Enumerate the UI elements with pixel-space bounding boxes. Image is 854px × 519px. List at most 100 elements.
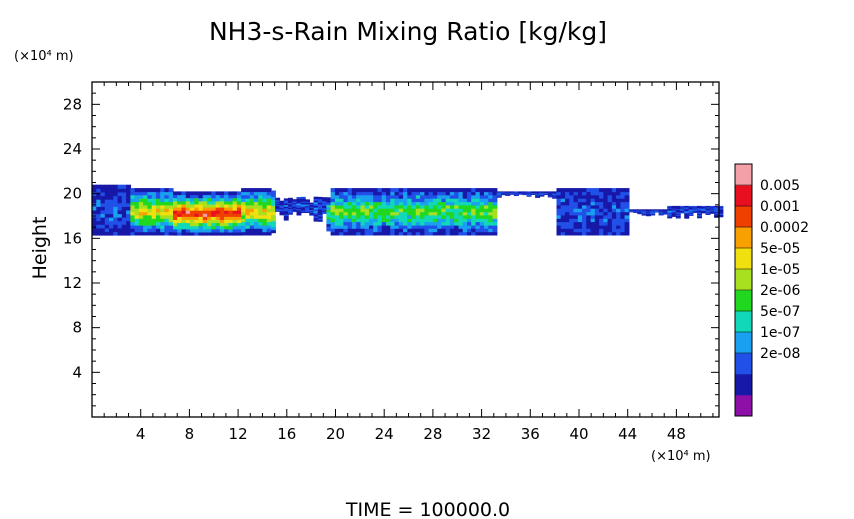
field-cell bbox=[288, 207, 293, 209]
field-cell bbox=[228, 222, 234, 227]
field-cell bbox=[258, 228, 264, 233]
field-cell bbox=[432, 201, 438, 206]
field-cell bbox=[356, 231, 362, 236]
field-cell bbox=[96, 206, 102, 211]
field-cell bbox=[671, 210, 677, 212]
field-cell bbox=[671, 208, 677, 211]
colorbar-swatch bbox=[735, 290, 752, 312]
field-cell bbox=[258, 231, 264, 236]
field-cell bbox=[582, 221, 587, 226]
field-cell bbox=[258, 201, 264, 206]
field-cell bbox=[424, 231, 430, 236]
field-cell bbox=[279, 202, 285, 205]
field-cell bbox=[403, 208, 408, 213]
field-cell bbox=[232, 216, 238, 220]
field-cell bbox=[432, 198, 438, 203]
field-cell bbox=[573, 224, 579, 229]
field-cell bbox=[437, 188, 443, 193]
field-cell bbox=[236, 216, 242, 220]
field-cell bbox=[449, 208, 455, 213]
field-cell bbox=[428, 198, 434, 203]
field-cell bbox=[590, 191, 596, 196]
field-cell bbox=[449, 221, 455, 226]
field-cell bbox=[560, 194, 566, 199]
field-cell bbox=[245, 214, 251, 219]
field-cell bbox=[143, 208, 148, 213]
field-cell bbox=[96, 209, 102, 215]
field-cell bbox=[479, 201, 485, 206]
field-cell bbox=[432, 194, 438, 199]
field-cell bbox=[467, 188, 472, 193]
field-cell bbox=[467, 201, 472, 206]
field-cell bbox=[462, 198, 468, 203]
field-cell bbox=[697, 211, 702, 214]
field-cell bbox=[262, 224, 268, 229]
field-cell bbox=[594, 231, 600, 236]
field-cell bbox=[249, 214, 255, 219]
field-cell bbox=[343, 208, 349, 213]
field-cell bbox=[143, 198, 148, 203]
field-cell bbox=[445, 228, 451, 233]
field-cell bbox=[556, 228, 562, 233]
field-cell bbox=[92, 206, 97, 211]
field-cell bbox=[582, 211, 587, 216]
field-cell bbox=[253, 218, 259, 223]
field-cell bbox=[369, 221, 374, 226]
field-cell bbox=[488, 198, 494, 203]
field-cell bbox=[569, 208, 575, 213]
field-cell bbox=[300, 200, 306, 202]
field-cell bbox=[364, 204, 370, 209]
field-cell bbox=[202, 191, 208, 196]
field-cell bbox=[484, 224, 489, 229]
field-cell bbox=[138, 228, 144, 233]
field-cell bbox=[143, 224, 148, 229]
field-cell bbox=[377, 191, 383, 196]
field-cell bbox=[356, 224, 362, 229]
field-cell bbox=[92, 217, 97, 222]
field-cell bbox=[96, 224, 102, 229]
field-cell bbox=[441, 231, 447, 236]
field-cell bbox=[117, 199, 123, 204]
field-cell bbox=[121, 202, 127, 207]
field-cell bbox=[599, 191, 604, 196]
field-cell bbox=[198, 210, 204, 214]
field-cell bbox=[599, 228, 604, 233]
field-cell bbox=[96, 213, 102, 218]
field-cell bbox=[211, 194, 217, 199]
field-cell bbox=[147, 201, 153, 206]
field-cell bbox=[377, 198, 383, 203]
field-cell bbox=[671, 208, 677, 210]
field-cell bbox=[620, 231, 626, 236]
field-cell bbox=[198, 197, 204, 202]
field-cell bbox=[253, 208, 259, 213]
field-cell bbox=[241, 201, 246, 206]
field-cell bbox=[454, 198, 460, 203]
field-cell bbox=[437, 198, 443, 203]
field-cell bbox=[403, 194, 408, 199]
field-cell bbox=[113, 231, 119, 236]
field-cell bbox=[100, 202, 106, 207]
field-cell bbox=[488, 204, 494, 209]
field-cell bbox=[492, 218, 498, 223]
field-cell bbox=[322, 200, 327, 203]
field-cell bbox=[607, 224, 613, 229]
field-cell bbox=[300, 206, 306, 209]
field-cell bbox=[266, 218, 272, 223]
field-cell bbox=[454, 211, 460, 216]
field-cell bbox=[219, 191, 225, 196]
field-cell bbox=[236, 197, 242, 202]
field-cell bbox=[296, 200, 302, 203]
field-cell bbox=[675, 216, 681, 218]
field-cell bbox=[403, 224, 408, 229]
field-cell bbox=[420, 218, 425, 223]
field-cell bbox=[411, 204, 417, 209]
field-cell bbox=[164, 188, 170, 193]
field-cell bbox=[224, 191, 229, 196]
field-cell bbox=[185, 200, 191, 205]
field-cell bbox=[718, 211, 724, 213]
field-cell bbox=[714, 210, 719, 212]
field-cell bbox=[330, 191, 336, 196]
field-cell bbox=[194, 225, 200, 230]
field-cell bbox=[462, 224, 468, 229]
field-cell bbox=[271, 214, 276, 219]
